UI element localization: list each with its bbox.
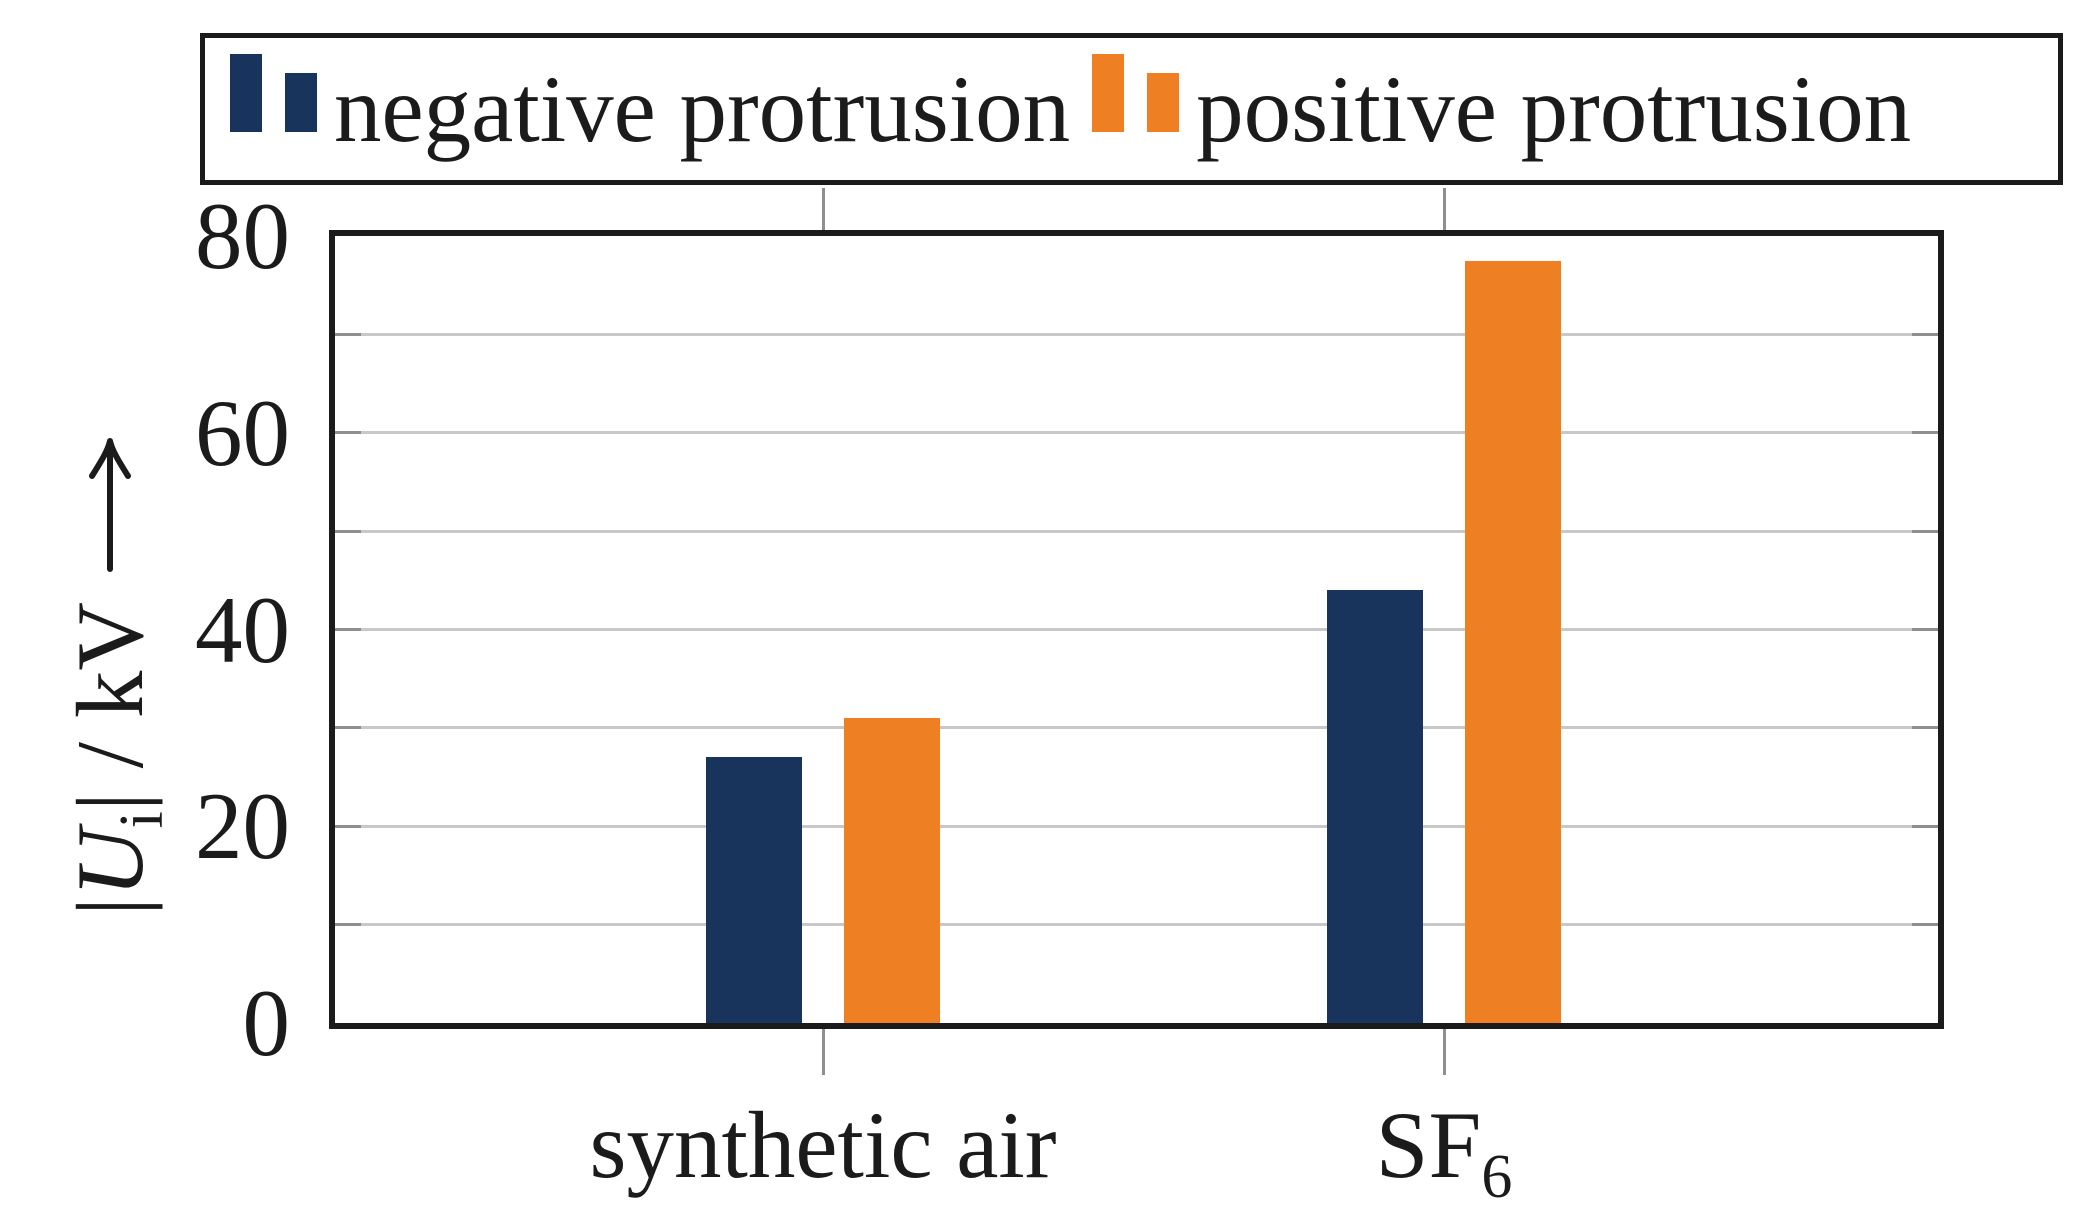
legend-bar-short bbox=[1147, 73, 1180, 132]
gridline bbox=[335, 726, 1938, 730]
x-category-text: SF bbox=[1375, 1092, 1482, 1198]
y-axis-label: |Ui| / kV bbox=[35, 325, 185, 1025]
y-tick-label: 0 bbox=[242, 970, 291, 1076]
x-tick-bottom bbox=[1442, 1029, 1446, 1075]
up-arrow-icon bbox=[89, 438, 131, 573]
legend-bar-tall bbox=[1092, 54, 1125, 132]
y-tick-left bbox=[335, 726, 361, 730]
gridline bbox=[335, 824, 1938, 828]
bar-pair-icon bbox=[230, 54, 317, 132]
gridline bbox=[335, 529, 1938, 533]
gridline bbox=[335, 628, 1938, 631]
y-tick-right bbox=[1912, 628, 1938, 631]
legend-item-label: negative protrusion bbox=[334, 56, 1071, 162]
legend-bar-short bbox=[285, 73, 317, 132]
gridline bbox=[335, 923, 1938, 927]
x-category-label: SF6 bbox=[1094, 1085, 1794, 1220]
y-tick-right bbox=[1912, 726, 1938, 730]
x-tick-bottom bbox=[821, 1029, 825, 1075]
bar-positive-sf6 bbox=[1465, 260, 1561, 1023]
y-tick-left bbox=[335, 824, 361, 828]
x-category-subscript: 6 bbox=[1481, 1143, 1513, 1211]
bar-positive-synthetic-air bbox=[844, 718, 940, 1023]
legend-bar-tall bbox=[230, 54, 262, 132]
y-tick-left bbox=[335, 332, 361, 336]
legend: negative protrusion positive protrusion bbox=[200, 33, 2063, 185]
y-tick-right bbox=[1912, 923, 1938, 927]
y-tick-left bbox=[335, 628, 361, 631]
x-tick-top bbox=[821, 188, 825, 230]
legend-item: positive protrusion bbox=[1092, 38, 1933, 180]
y-tick-label: 60 bbox=[195, 379, 290, 486]
y-tick-left bbox=[335, 529, 361, 533]
y-tick-label: 40 bbox=[195, 576, 290, 683]
y-tick-right bbox=[1912, 529, 1938, 533]
y-tick-label: 20 bbox=[195, 773, 290, 880]
plot-area bbox=[329, 188, 1944, 1075]
y-tick-right bbox=[1912, 332, 1938, 336]
y-tick-right bbox=[1912, 824, 1938, 828]
y-tick-left bbox=[335, 431, 361, 435]
legend-item-label: positive protrusion bbox=[1196, 56, 1912, 162]
gridline bbox=[335, 431, 1938, 435]
y-tick-label: 80 bbox=[195, 183, 290, 289]
x-tick-top bbox=[1442, 188, 1446, 230]
x-category-text: synthetic air bbox=[589, 1092, 1057, 1198]
legend-item: negative protrusion bbox=[230, 38, 1092, 180]
gridline bbox=[335, 332, 1938, 336]
y-tick-left bbox=[335, 923, 361, 927]
y-tick-right bbox=[1912, 431, 1938, 435]
bar-negative-synthetic-air bbox=[706, 757, 802, 1023]
x-category-label: synthetic air bbox=[473, 1085, 1173, 1220]
bar-negative-sf6 bbox=[1327, 590, 1423, 1023]
bar-pair-icon bbox=[1092, 54, 1180, 132]
